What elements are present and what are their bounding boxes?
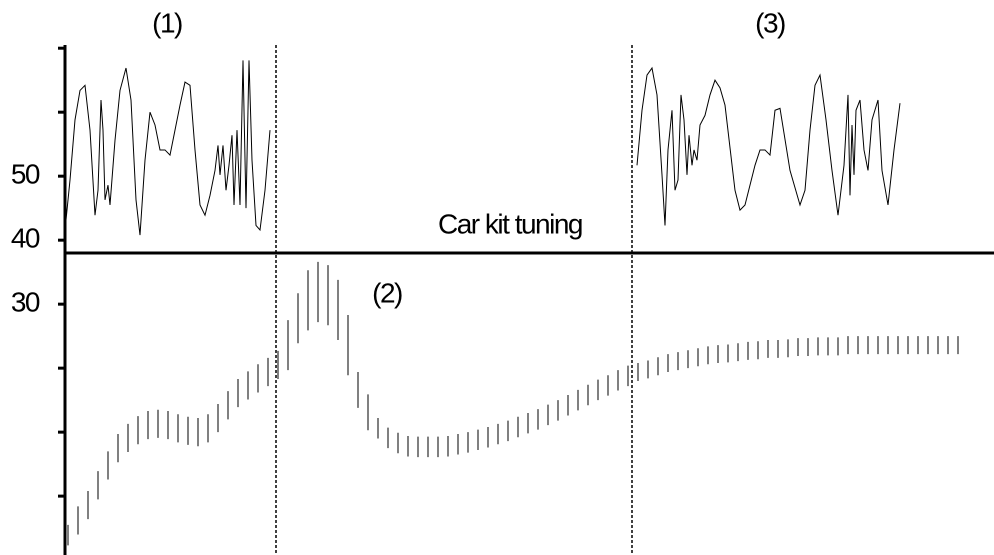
annotation: (1) bbox=[152, 7, 182, 38]
y-tick-label: 40 bbox=[11, 223, 40, 254]
annotation: (2) bbox=[372, 277, 402, 308]
signal-line bbox=[64, 60, 271, 236]
annotation: (3) bbox=[755, 7, 785, 38]
y-tick-label: 30 bbox=[11, 287, 40, 318]
y-tick-label: 50 bbox=[11, 159, 40, 190]
annotation: Car kit tuning bbox=[438, 208, 582, 239]
signal-line bbox=[636, 66, 901, 226]
